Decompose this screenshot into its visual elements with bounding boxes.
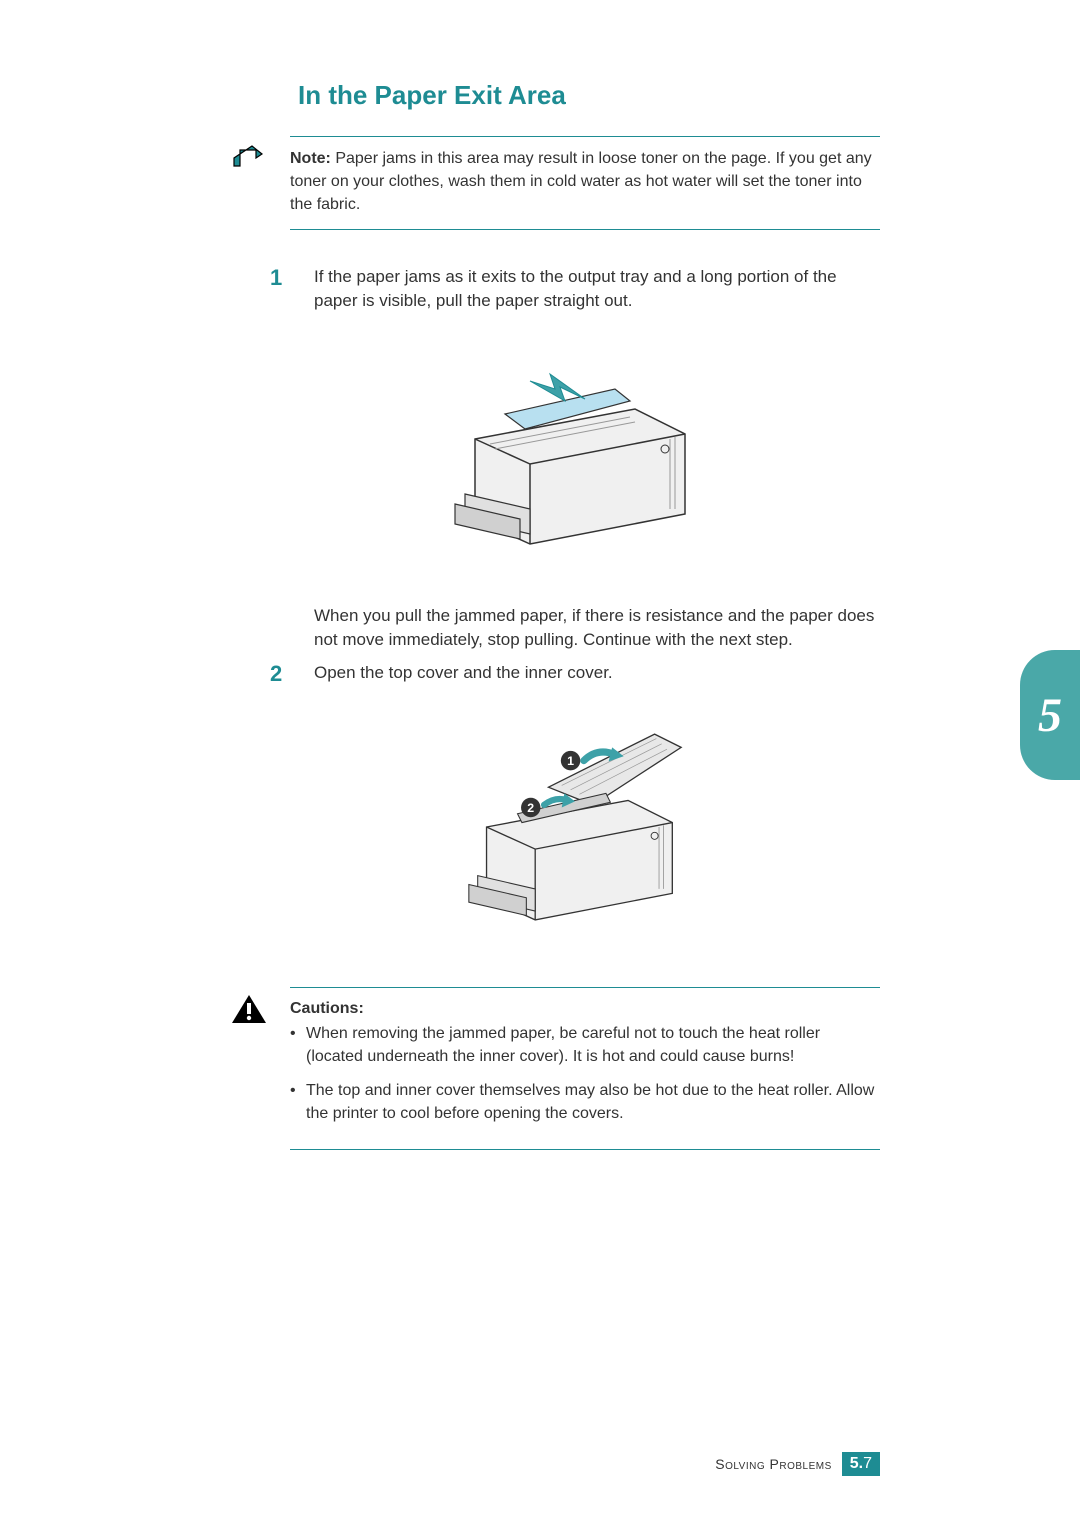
page-content: In the Paper Exit Area Note: Paper jams … [0, 0, 1080, 1210]
figure-2: 1 2 [270, 712, 880, 947]
step-2: 2 Open the top cover and the inner cover… [270, 661, 880, 687]
step-1: 1 If the paper jams as it exits to the o… [270, 265, 880, 314]
caution-item: When removing the jammed paper, be caref… [290, 1022, 880, 1068]
section-heading: In the Paper Exit Area [298, 80, 880, 111]
caution-icon [230, 993, 268, 1032]
chapter-tab: 5 [1020, 650, 1080, 780]
step-number: 1 [270, 265, 314, 314]
figure-1 [270, 339, 880, 574]
footer-page: 7 [863, 1455, 872, 1472]
step-text: Open the top cover and the inner cover. [314, 661, 880, 687]
printer-illustration-2: 1 2 [435, 712, 715, 942]
footer-chapter: 5. [850, 1455, 863, 1472]
caution-content: Cautions: When removing the jammed paper… [290, 987, 880, 1150]
svg-text:1: 1 [567, 754, 574, 768]
note-block: Note: Paper jams in this area may result… [270, 136, 880, 230]
note-body: Paper jams in this area may result in lo… [290, 150, 872, 213]
footer-section: Solving Problems [715, 1456, 832, 1472]
svg-text:2: 2 [527, 801, 534, 815]
note-label: Note: [290, 150, 331, 167]
caution-block: Cautions: When removing the jammed paper… [270, 987, 880, 1150]
footer-page-number: 5.7 [842, 1452, 880, 1476]
caution-item: The top and inner cover themselves may a… [290, 1079, 880, 1125]
page-footer: Solving Problems 5.7 [715, 1452, 880, 1476]
printer-illustration-1 [435, 339, 715, 569]
note-icon [232, 144, 266, 179]
caution-label: Cautions: [290, 1000, 880, 1018]
chapter-number: 5 [1038, 688, 1062, 743]
note-content: Note: Paper jams in this area may result… [290, 136, 880, 230]
step-text: If the paper jams as it exits to the out… [314, 265, 880, 314]
step-number: 2 [270, 661, 314, 687]
note-text: Note: Paper jams in this area may result… [290, 147, 880, 217]
step-continuation: When you pull the jammed paper, if there… [314, 604, 880, 653]
caution-list: When removing the jammed paper, be caref… [290, 1022, 880, 1125]
